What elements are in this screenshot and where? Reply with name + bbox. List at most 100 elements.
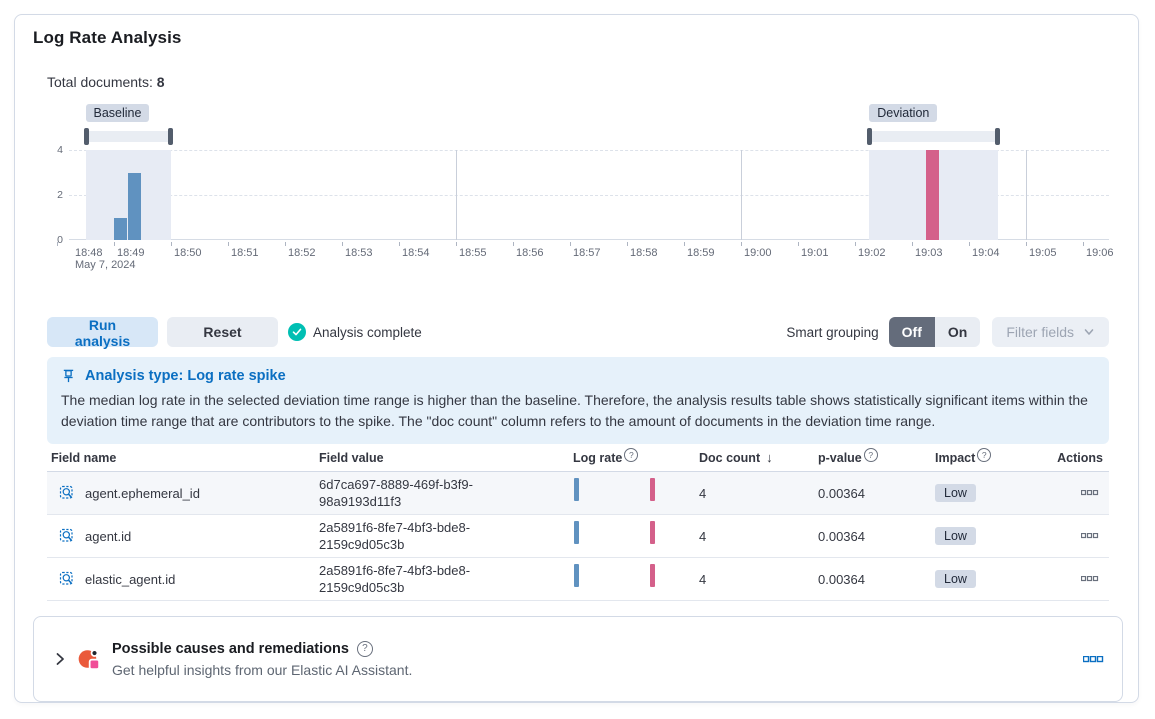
- smart-grouping-label: Smart grouping: [786, 324, 879, 340]
- field-name-text: agent.ephemeral_id: [85, 485, 200, 501]
- x-axis-label: 18:58: [630, 247, 658, 259]
- y-tick-0: 0: [57, 234, 63, 246]
- histogram-bar-baseline: [114, 217, 127, 240]
- x-axis-label: 19:06: [1086, 247, 1114, 259]
- field-value-text: 2a5891f6-8fe7-4bf3-bde8-2159c9d05c3b: [319, 520, 471, 552]
- column-header-label: Log rate: [573, 450, 623, 465]
- column-header-p-value[interactable]: p-value?: [814, 447, 931, 471]
- table-row[interactable]: agent.id 2a5891f6-8fe7-4bf3-bde8-2159c9d0…: [47, 515, 1109, 558]
- brush-handle-right[interactable]: [994, 128, 1000, 145]
- analysis-type-callout: Analysis type: Log rate spike The median…: [47, 357, 1109, 444]
- x-axis-tick: [684, 242, 685, 246]
- field-name-text: agent.id: [85, 528, 132, 544]
- analysis-status-label: Analysis complete: [313, 324, 422, 340]
- smart-grouping-toggle: Off On: [888, 317, 981, 347]
- sort-desc-icon[interactable]: ↓: [766, 450, 773, 465]
- smart-grouping-off-button[interactable]: Off: [888, 317, 935, 347]
- chart-y-axis: 4 2 0: [47, 144, 63, 246]
- column-header-doc-count[interactable]: Doc count ↓: [695, 446, 814, 471]
- log-rate-deviation-bar: [650, 563, 655, 587]
- filter-fields-button[interactable]: Filter fields: [992, 317, 1109, 347]
- cell-log-rate: [569, 559, 695, 600]
- chart-x-axis: 18:48 18:49 18:50 18:51 18:52 18:53 18:54 18:55…: [57, 242, 1114, 271]
- x-axis-tick: [741, 242, 742, 246]
- cell-impact: Low: [931, 523, 1043, 549]
- callout-body: The median log rate in the selected devi…: [61, 392, 1088, 429]
- column-header-impact[interactable]: Impact?: [931, 447, 1043, 471]
- x-axis-tick: [171, 242, 172, 246]
- x-axis-label: 18:50: [174, 247, 202, 259]
- field-filter-icon[interactable]: [57, 526, 77, 546]
- brush-handle-right[interactable]: [168, 128, 173, 145]
- x-axis-tick: [513, 242, 514, 246]
- x-axis-label: 18:55: [459, 247, 487, 259]
- run-analysis-button[interactable]: Run analysis: [47, 317, 158, 349]
- elastic-ai-assistant-icon: [78, 648, 100, 670]
- x-axis-tick: [1083, 242, 1084, 246]
- column-header-label: Actions: [1057, 450, 1103, 465]
- assistant-text-block[interactable]: Possible causes and remediations ? Get h…: [112, 640, 1081, 678]
- brush-handle-left[interactable]: [867, 128, 873, 145]
- column-header-actions[interactable]: Actions: [1043, 447, 1109, 471]
- results-table-body: agent.ephemeral_id 6d7ca697-8889-469f-b3f…: [47, 472, 1109, 601]
- cell-doc-count: 4: [695, 525, 814, 548]
- x-axis-tick: [285, 242, 286, 246]
- field-filter-icon[interactable]: [57, 483, 77, 503]
- x-axis-tick: [456, 242, 457, 246]
- chevron-right-icon[interactable]: [50, 649, 70, 669]
- pin-icon: [61, 368, 76, 384]
- column-header-field-name[interactable]: Field name: [47, 447, 315, 471]
- x-axis-label: 19:01: [801, 247, 829, 259]
- total-documents-value: 8: [156, 74, 165, 90]
- x-axis-tick: [114, 242, 115, 246]
- assistant-actions-icon[interactable]: [1081, 654, 1106, 665]
- column-header-log-rate[interactable]: Log rate?: [569, 447, 695, 471]
- field-value-text: 2a5891f6-8fe7-4bf3-bde8-2159c9d05c3b: [319, 563, 471, 595]
- chevron-down-icon: [1083, 326, 1095, 338]
- log-rate-baseline-bar: [574, 520, 579, 544]
- impact-badge: Low: [935, 484, 976, 502]
- vertical-gridline: [456, 150, 457, 240]
- x-axis-tick: [969, 242, 970, 246]
- assistant-accordion-panel: Possible causes and remediations ? Get h…: [33, 616, 1123, 702]
- smart-grouping-on-button[interactable]: On: [934, 317, 981, 347]
- results-table-header: Field name Field value Log rate? Doc count ↓…: [47, 446, 1109, 472]
- info-icon: ?: [863, 447, 878, 462]
- x-axis-label: 18:59: [687, 247, 715, 259]
- brush-badge-baseline: Baseline: [85, 104, 150, 122]
- column-header-field-value[interactable]: Field value: [315, 447, 569, 471]
- x-axis-tick: [1026, 242, 1027, 246]
- page-title: Log Rate Analysis: [33, 28, 182, 47]
- row-actions-icon[interactable]: [1079, 488, 1101, 498]
- log-rate-baseline-bar: [574, 563, 579, 587]
- brush-handle-left[interactable]: [83, 128, 89, 145]
- x-axis-line: [69, 239, 1109, 240]
- table-row[interactable]: agent.ephemeral_id 6d7ca697-8889-469f-b3f…: [47, 472, 1109, 515]
- doc-count-value: 4: [699, 485, 707, 501]
- x-axis-tick: [912, 242, 913, 246]
- reset-button[interactable]: Reset: [167, 317, 278, 347]
- x-axis-label: 18:48: [75, 247, 103, 259]
- brush-deviation[interactable]: [867, 128, 1000, 145]
- help-icon[interactable]: ?: [356, 640, 373, 657]
- x-axis-label: 18:57: [573, 247, 601, 259]
- x-axis-label: 18:54: [402, 247, 430, 259]
- callout-title-row: Analysis type: Log rate spike: [61, 368, 1095, 384]
- x-axis-label: 18:49: [117, 247, 145, 259]
- row-actions-icon[interactable]: [1079, 531, 1101, 541]
- field-filter-icon[interactable]: [57, 569, 77, 589]
- info-icon: ?: [977, 447, 992, 462]
- cell-p-value: 0.00364: [814, 482, 931, 505]
- cell-field-value: 2a5891f6-8fe7-4bf3-bde8-2159c9d05c3b: [315, 558, 569, 600]
- filter-fields-label: Filter fields: [1006, 324, 1074, 340]
- p-value-value: 0.00364: [818, 528, 865, 544]
- row-actions-icon[interactable]: [1079, 574, 1101, 584]
- cell-actions: [1043, 527, 1109, 545]
- cell-field-value: 2a5891f6-8fe7-4bf3-bde8-2159c9d05c3b: [315, 515, 569, 557]
- brush-baseline[interactable]: [83, 128, 173, 145]
- table-row[interactable]: elastic_agent.id 2a5891f6-8fe7-4bf3-bde8-…: [47, 558, 1109, 601]
- chart-plot[interactable]: [69, 150, 1109, 240]
- doc-count-value: 4: [699, 571, 707, 587]
- histogram-bar-baseline: [128, 172, 142, 240]
- x-axis-label: 19:05: [1029, 247, 1057, 259]
